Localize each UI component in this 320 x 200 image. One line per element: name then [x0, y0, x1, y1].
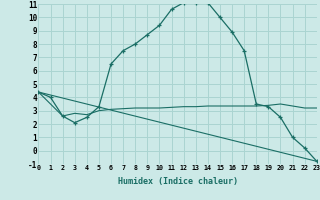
X-axis label: Humidex (Indice chaleur): Humidex (Indice chaleur) [118, 177, 238, 186]
